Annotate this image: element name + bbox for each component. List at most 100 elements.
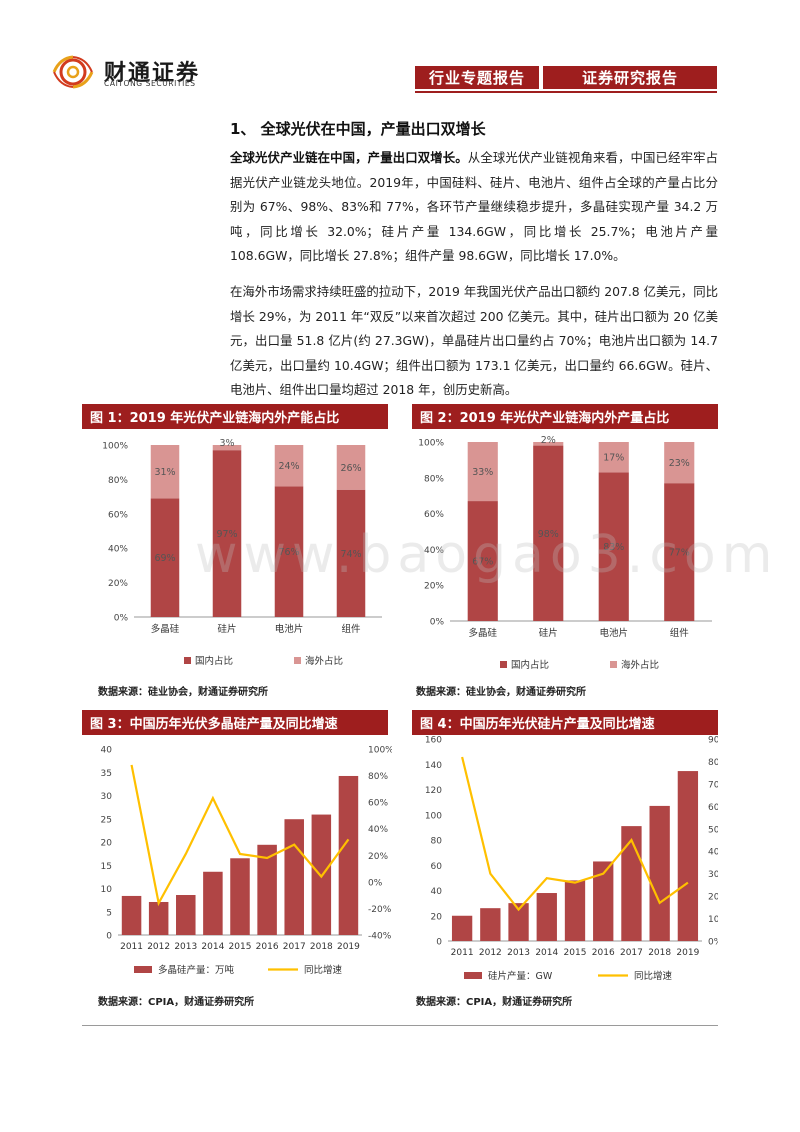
y2-tick-label: 60% <box>708 803 718 813</box>
y-tick-label: 60% <box>424 510 444 520</box>
bar-domestic <box>274 486 304 617</box>
x-tick-label: 2019 <box>676 948 699 958</box>
figure-1-title: 图 1：2019 年光伏产业链海内外产能占比 <box>82 404 388 429</box>
legend-label: 国内占比 <box>511 659 549 671</box>
y2-tick-label: -20% <box>368 905 392 915</box>
y2-tick-label: 0% <box>368 878 383 888</box>
header-divider <box>415 91 717 93</box>
x-tick-label: 2013 <box>174 942 197 952</box>
data-label: 33% <box>472 467 493 478</box>
x-tick-label: 2011 <box>120 942 143 952</box>
y-tick-label: 25 <box>101 815 112 825</box>
footer-divider <box>82 1025 718 1026</box>
growth-line <box>461 756 689 912</box>
paragraph-2: 在海外市场需求持续旺盛的拉动下，2019 年我国光伏产品出口额约 207.8 亿… <box>230 284 718 397</box>
x-tick-label: 2018 <box>648 948 671 958</box>
y-tick-label: 80 <box>431 837 443 847</box>
y2-tick-label: 60% <box>368 799 388 809</box>
y-tick-label: 20% <box>424 582 444 592</box>
legend-swatch-bar <box>134 966 152 973</box>
data-label: 24% <box>278 461 299 472</box>
y-tick-label: 100 <box>425 811 442 821</box>
data-label: 69% <box>154 553 175 564</box>
bar-overseas <box>533 442 564 446</box>
data-label: 76% <box>278 547 299 558</box>
data-label: 74% <box>340 549 361 560</box>
data-label: 23% <box>669 458 690 469</box>
y-tick-label: 120 <box>425 786 442 796</box>
watermark: www.baogao3.com <box>195 525 779 585</box>
brand-name: 财通证券 <box>104 61 201 86</box>
bar-production <box>284 819 304 935</box>
x-tick-label: 电池片 <box>599 627 628 639</box>
y2-tick-label: 100% <box>368 746 392 756</box>
y-tick-label: 15 <box>101 862 112 872</box>
brand-name-en: CAITONG SECURITIES <box>104 79 196 88</box>
y-tick-label: 60% <box>108 510 128 520</box>
paragraph-1-body: 从全球光伏产业链视角来看，中国已经牢牢占据光伏产业链龙头地位。2019年，中国硅… <box>230 150 719 263</box>
y-tick-label: 0% <box>114 614 129 624</box>
bar-production <box>338 775 359 935</box>
data-label: 77% <box>669 548 690 559</box>
caitong-logo-icon <box>52 55 94 89</box>
y-tick-label: 5 <box>106 908 112 918</box>
x-tick-label: 多晶硅 <box>151 623 180 635</box>
figure-3-source: 数据来源：CPIA，财通证券研究所 <box>98 997 255 1008</box>
bar-domestic <box>664 483 695 621</box>
x-tick-label: 2019 <box>337 942 360 952</box>
y2-tick-label: 50% <box>708 825 718 835</box>
y2-tick-label: 20% <box>708 893 718 903</box>
y2-tick-label: 40% <box>708 848 718 858</box>
y-tick-label: 80% <box>108 476 128 486</box>
x-tick-label: 2014 <box>201 942 224 952</box>
x-tick-label: 2017 <box>283 942 306 952</box>
bar-overseas <box>212 445 242 451</box>
figure-2-source: 数据来源：硅业协会，财通证券研究所 <box>416 687 586 698</box>
report-category-tag: 证券研究报告 <box>543 66 717 89</box>
y-tick-label: 10 <box>101 885 113 895</box>
legend-label: 海外占比 <box>621 659 659 671</box>
y-tick-label: 40 <box>431 887 443 897</box>
section-title: 1、 全球光伏在中国，产量出口双增长 <box>230 120 486 138</box>
page-header: 财通证券 CAITONG SECURITIES 行业专题报告 证券研究报告 <box>0 0 800 95</box>
bar-production <box>593 861 614 941</box>
y-tick-label: 0 <box>106 932 112 942</box>
legend-label: 海外占比 <box>305 655 343 667</box>
growth-line <box>130 764 350 907</box>
legend-swatch <box>294 657 301 664</box>
x-tick-label: 2012 <box>147 942 170 952</box>
x-tick-label: 2015 <box>564 948 587 958</box>
y2-tick-label: 20% <box>368 852 388 862</box>
figure-4-title: 图 4：中国历年光伏硅片产量及同比增速 <box>412 710 718 735</box>
chart-1: 0% 20% 40% 60% 80% 100% 69% 31% 多晶硅 97% 3% 硅片 76% 24%… <box>102 438 382 667</box>
bar-production <box>230 858 250 935</box>
y-tick-label: 60 <box>431 862 443 872</box>
y2-tick-label: 40% <box>368 825 388 835</box>
legend-label: 多晶硅产量：万吨 <box>158 964 235 976</box>
figure-3-title: 图 3：中国历年光伏多晶硅产量及同比增速 <box>82 710 388 735</box>
bar-domestic <box>336 489 366 617</box>
x-tick-label: 硅片 <box>539 627 558 639</box>
figure-1-source: 数据来源：硅业协会，财通证券研究所 <box>98 687 268 698</box>
y-tick-label: 30 <box>101 792 113 802</box>
x-tick-label: 2017 <box>620 948 643 958</box>
y2-tick-label: 80% <box>708 758 718 768</box>
bar-overseas <box>336 445 366 490</box>
x-tick-label: 2012 <box>479 948 502 958</box>
bar-overseas <box>598 442 629 473</box>
bar-production <box>649 805 670 941</box>
y-tick-label: 0% <box>430 618 445 628</box>
bar-production <box>257 844 277 935</box>
y-tick-label: 35 <box>101 769 112 779</box>
bar-domestic <box>467 501 498 621</box>
data-label: 83% <box>603 542 624 553</box>
data-label: 97% <box>216 529 237 540</box>
bar-domestic <box>533 445 564 621</box>
y-tick-label: 160 <box>425 736 442 746</box>
legend-swatch <box>184 657 191 664</box>
data-label: 31% <box>154 467 175 478</box>
legend-swatch <box>500 661 507 668</box>
bar-domestic <box>212 450 242 617</box>
bar-production <box>536 893 557 941</box>
y-tick-label: 100% <box>418 439 444 449</box>
